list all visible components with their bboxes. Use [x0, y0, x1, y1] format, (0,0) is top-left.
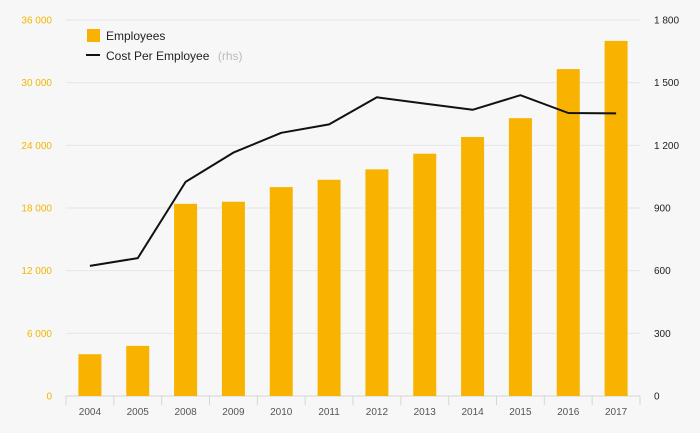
y-right-tick-label: 300 — [654, 329, 671, 340]
legend-cost-label: Cost Per Employee — [106, 49, 210, 63]
bar-employees-2004 — [78, 354, 102, 396]
bar-employees-2010 — [269, 187, 293, 396]
gridlines — [65, 19, 641, 405]
x-axis: 2004 2005 2008 2009 2010 2011 2012 2013 2014 2015… — [79, 407, 628, 418]
x-tick-label: 2012 — [366, 407, 389, 418]
y-right-tick-label: 600 — [654, 266, 671, 277]
bar-employees-2015 — [508, 118, 532, 396]
line-series — [89, 94, 617, 267]
bar-employees-2011 — [317, 179, 341, 396]
x-tick-label: 2005 — [127, 407, 150, 418]
bar-employees-2016 — [556, 69, 580, 396]
line-cost-per-employee — [89, 94, 617, 267]
legend[interactable]: Employees Cost Per Employee (rhs) — [86, 29, 243, 64]
x-tick-label: 2008 — [174, 407, 197, 418]
bar-employees-2013 — [413, 153, 437, 396]
legend-employees-label: Employees — [106, 29, 165, 43]
y-right-tick-label: 0 — [654, 392, 660, 403]
y-left-tick-label: 6 000 — [27, 329, 52, 340]
bar-employees-2014 — [461, 136, 485, 396]
y-left-tick-label: 36 000 — [21, 16, 52, 27]
x-tick-label: 2013 — [414, 407, 437, 418]
x-tick-label: 2004 — [79, 407, 102, 418]
y-axis-left: 0 6 000 12 000 18 000 24 000 30 000 36 000 — [21, 16, 52, 403]
x-tick-label: 2015 — [509, 407, 532, 418]
x-tick-label: 2014 — [461, 407, 484, 418]
y-axis-right: 0 300 600 900 1 200 1 500 1 800 — [654, 16, 679, 403]
legend-employees-swatch — [87, 29, 100, 42]
x-tick-label: 2017 — [605, 407, 628, 418]
x-tick-label: 2009 — [222, 407, 245, 418]
x-tick-label: 2010 — [270, 407, 293, 418]
y-left-tick-label: 18 000 — [21, 204, 52, 215]
bar-series — [78, 40, 628, 397]
y-right-tick-label: 1 800 — [654, 16, 679, 27]
y-left-tick-label: 24 000 — [21, 141, 52, 152]
bar-employees-2017 — [604, 40, 628, 397]
y-right-tick-label: 1 200 — [654, 141, 679, 152]
legend-cost-suffix: (rhs) — [218, 49, 243, 63]
x-tick-label: 2016 — [557, 407, 580, 418]
bar-employees-2005 — [126, 345, 150, 396]
y-right-tick-label: 900 — [654, 204, 671, 215]
y-left-tick-label: 30 000 — [21, 78, 52, 89]
bar-employees-2008 — [174, 203, 198, 396]
x-tick-label: 2011 — [318, 407, 340, 418]
bar-employees-2012 — [365, 169, 389, 396]
y-left-tick-label: 12 000 — [21, 266, 52, 277]
y-left-tick-label: 0 — [46, 392, 52, 403]
y-right-tick-label: 1 500 — [654, 78, 679, 89]
bar-employees-2009 — [221, 201, 245, 396]
legend-cost-label-group: Cost Per Employee (rhs) — [106, 47, 243, 64]
